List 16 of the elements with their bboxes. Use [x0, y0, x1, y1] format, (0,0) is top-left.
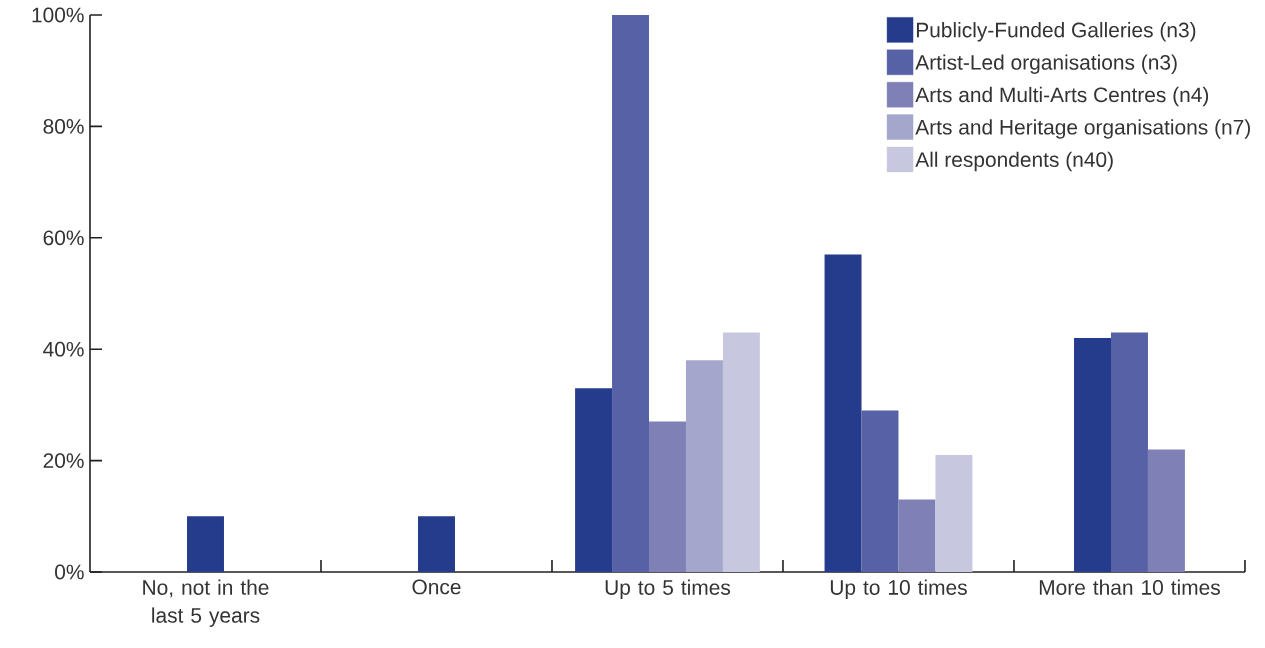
legend-label: Publicly-Funded Galleries (n3) — [916, 22, 1196, 42]
x-tick-label: More than 10 times — [1039, 579, 1220, 595]
legend-label: Artist-Led organisations (n3) — [915, 54, 1177, 74]
y-tick-label: 80% — [43, 118, 84, 134]
legend-label: Arts and Heritage organisations (n7) — [915, 119, 1250, 139]
x-tick-label: Once — [412, 579, 461, 595]
x-tick-label: Up to 5 times — [605, 579, 731, 600]
legend-label: All respondents (n40) — [915, 151, 1113, 172]
y-tick-label: 60% — [43, 230, 84, 246]
y-tick-label: 100% — [32, 7, 84, 23]
y-tick-label: 20% — [43, 453, 84, 469]
y-tick-label: 0% — [55, 564, 84, 580]
legend-label: Arts and Multi-Arts Centres (n4) — [915, 86, 1209, 107]
x-tick-label: Up to 10 times — [830, 579, 967, 600]
x-tick-label: No, not in the last 5 years — [143, 579, 269, 627]
y-tick-label: 40% — [43, 341, 84, 357]
